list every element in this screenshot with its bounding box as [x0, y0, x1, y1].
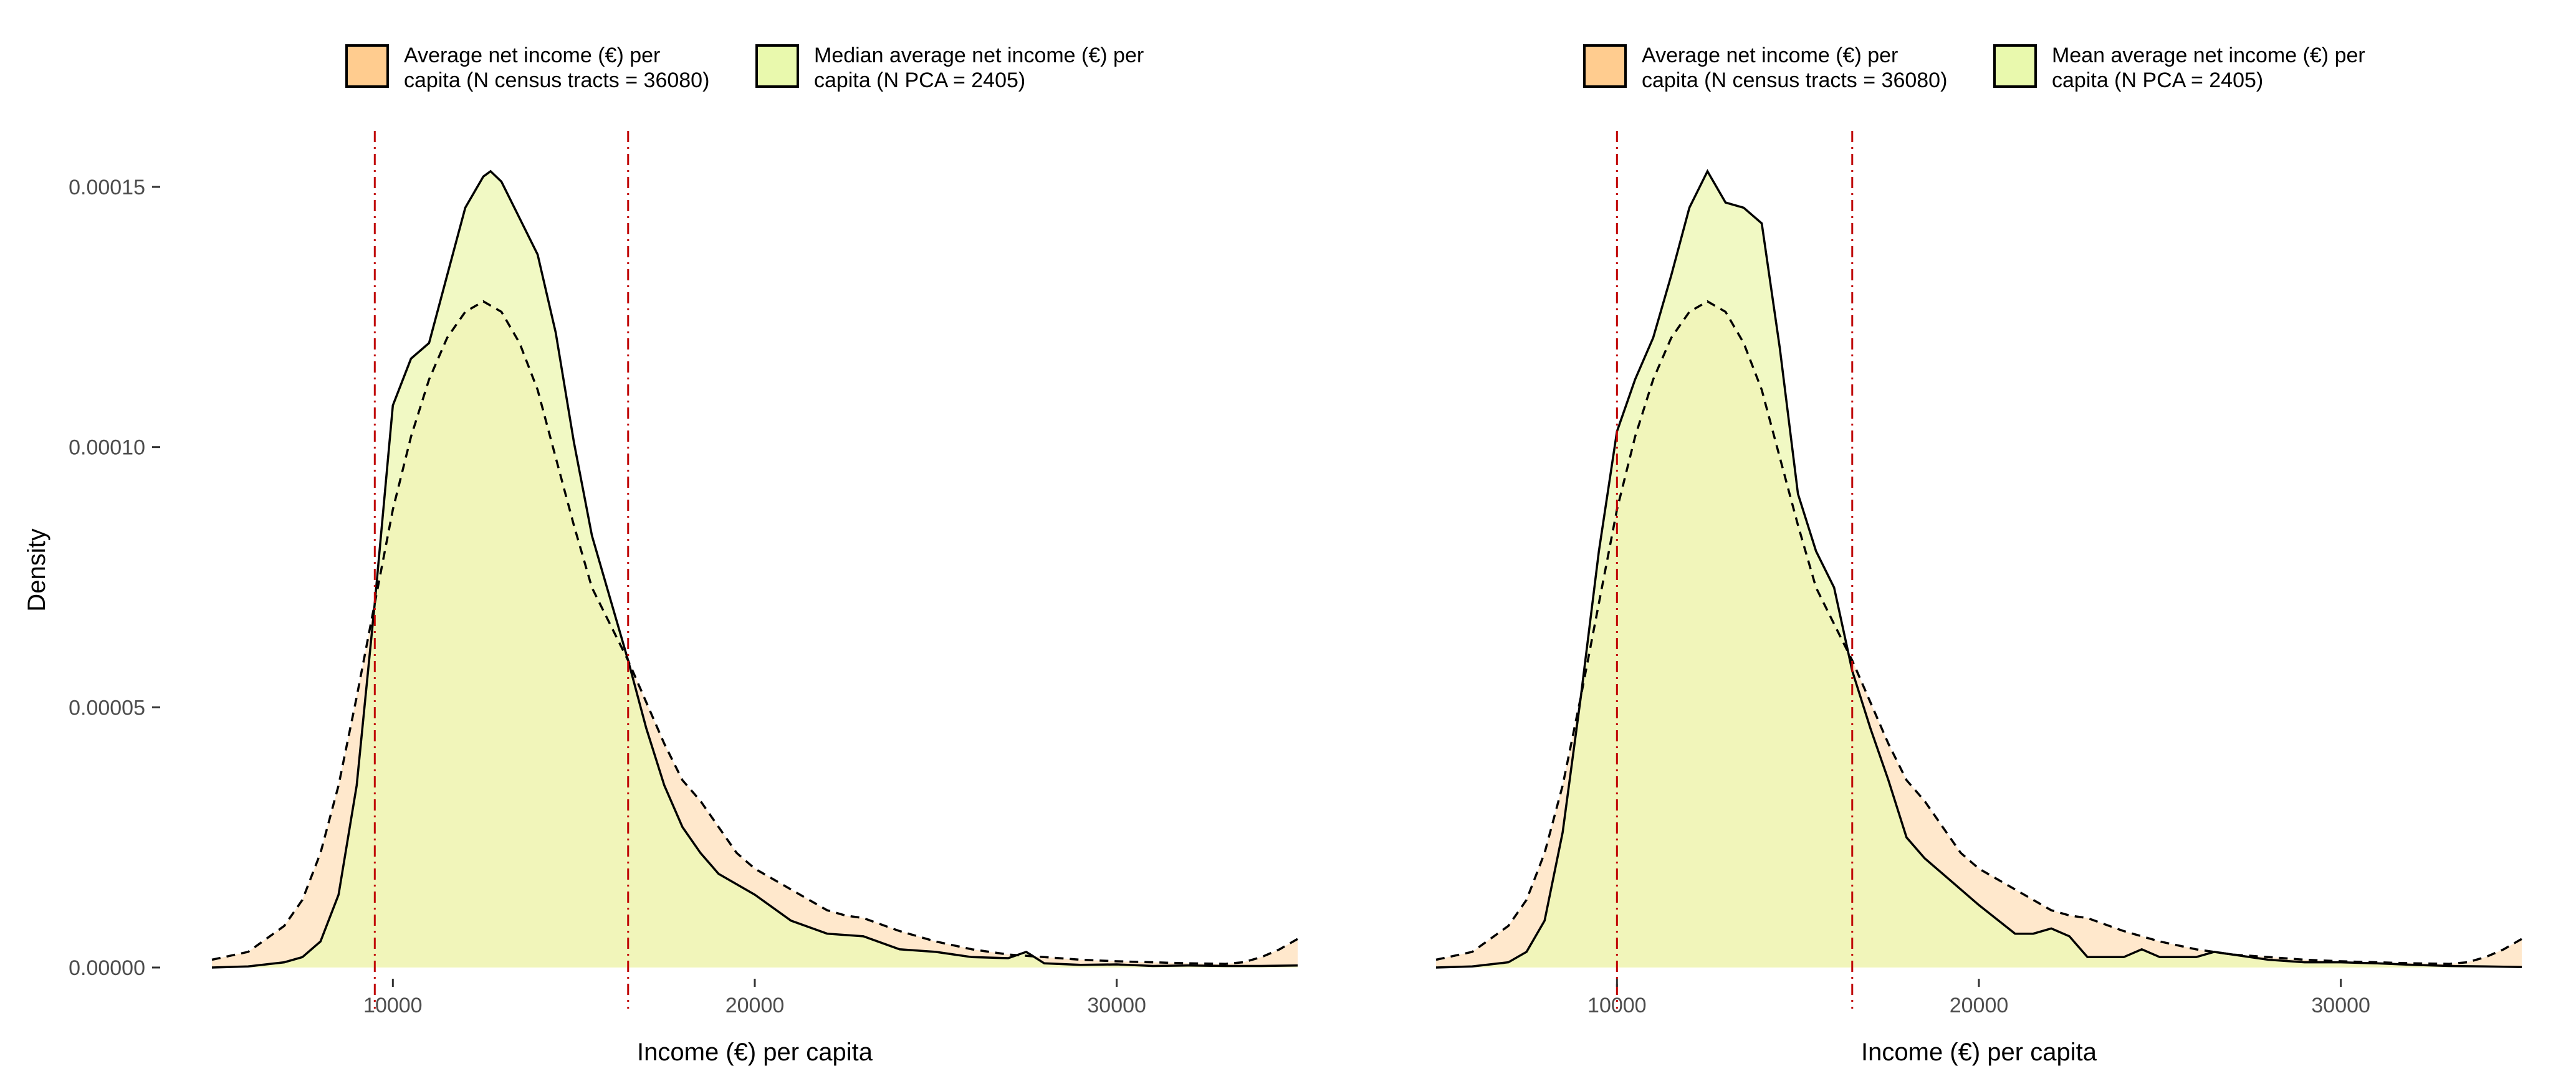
density-area-pca — [212, 171, 1298, 968]
y-tick-label: 0.00005 — [69, 696, 145, 720]
legend-key-census — [345, 44, 389, 88]
y-axis: 0.00000 0.00005 0.00010 0.00015 Density — [23, 176, 160, 980]
legend-label-pca-line2: capita (N PCA = 2405) — [2052, 69, 2263, 92]
legend-key-pca — [755, 44, 799, 88]
x-axis: 10000 20000 30000 Income (€) per capita — [363, 979, 1146, 1066]
x-axis-title: Income (€) per capita — [637, 1039, 873, 1066]
legend-label-census-line2: capita (N census tracts = 36080) — [1642, 69, 1947, 92]
density-area-pca — [1436, 171, 2522, 968]
legend-key-pca — [1993, 44, 2037, 88]
plot-area — [1435, 131, 2522, 1009]
density-line-census — [211, 300, 1298, 965]
x-axis-title: Income (€) per capita — [1861, 1039, 2097, 1066]
legend-label-pca-line1: Mean average net income (€) per — [2052, 44, 2365, 67]
x-axis: 10000 20000 30000 Income (€) per capita — [1587, 979, 2370, 1066]
legend: Average net income (€) per capita (N cen… — [345, 44, 1144, 92]
y-tick-label: 0.00000 — [69, 956, 145, 980]
y-tick-label: 0.00015 — [69, 176, 145, 199]
plot-area — [211, 131, 1298, 1009]
x-tick-label: 20000 — [725, 994, 785, 1017]
legend-key-census — [1583, 44, 1627, 88]
legend-label-census-line2: capita (N census tracts = 36080) — [404, 69, 709, 92]
y-axis-title: Density — [23, 528, 50, 611]
x-tick-label: 30000 — [1087, 994, 1146, 1017]
y-tick-label: 0.00010 — [69, 436, 145, 460]
x-tick-label: 10000 — [1587, 994, 1647, 1017]
x-tick-label: 30000 — [2311, 994, 2370, 1017]
density-line-pca — [1435, 169, 2522, 969]
legend-label-pca-line1: Median average net income (€) per — [814, 44, 1144, 67]
x-tick-label: 10000 — [363, 994, 423, 1017]
legend: Average net income (€) per capita (N cen… — [1583, 44, 2365, 92]
density-line-pca — [211, 169, 1298, 969]
legend-label-pca-line2: capita (N PCA = 2405) — [814, 69, 1025, 92]
legend-label-census-line1: Average net income (€) per — [1642, 44, 1898, 67]
legend-label-census-line1: Average net income (€) per — [404, 44, 660, 67]
x-tick-label: 20000 — [1950, 994, 2009, 1017]
chart-panel-left: Average net income (€) per capita (N cen… — [23, 44, 1298, 1066]
chart-panel-right: Average net income (€) per capita (N cen… — [1435, 44, 2522, 1066]
density-line-census — [1435, 300, 2522, 965]
